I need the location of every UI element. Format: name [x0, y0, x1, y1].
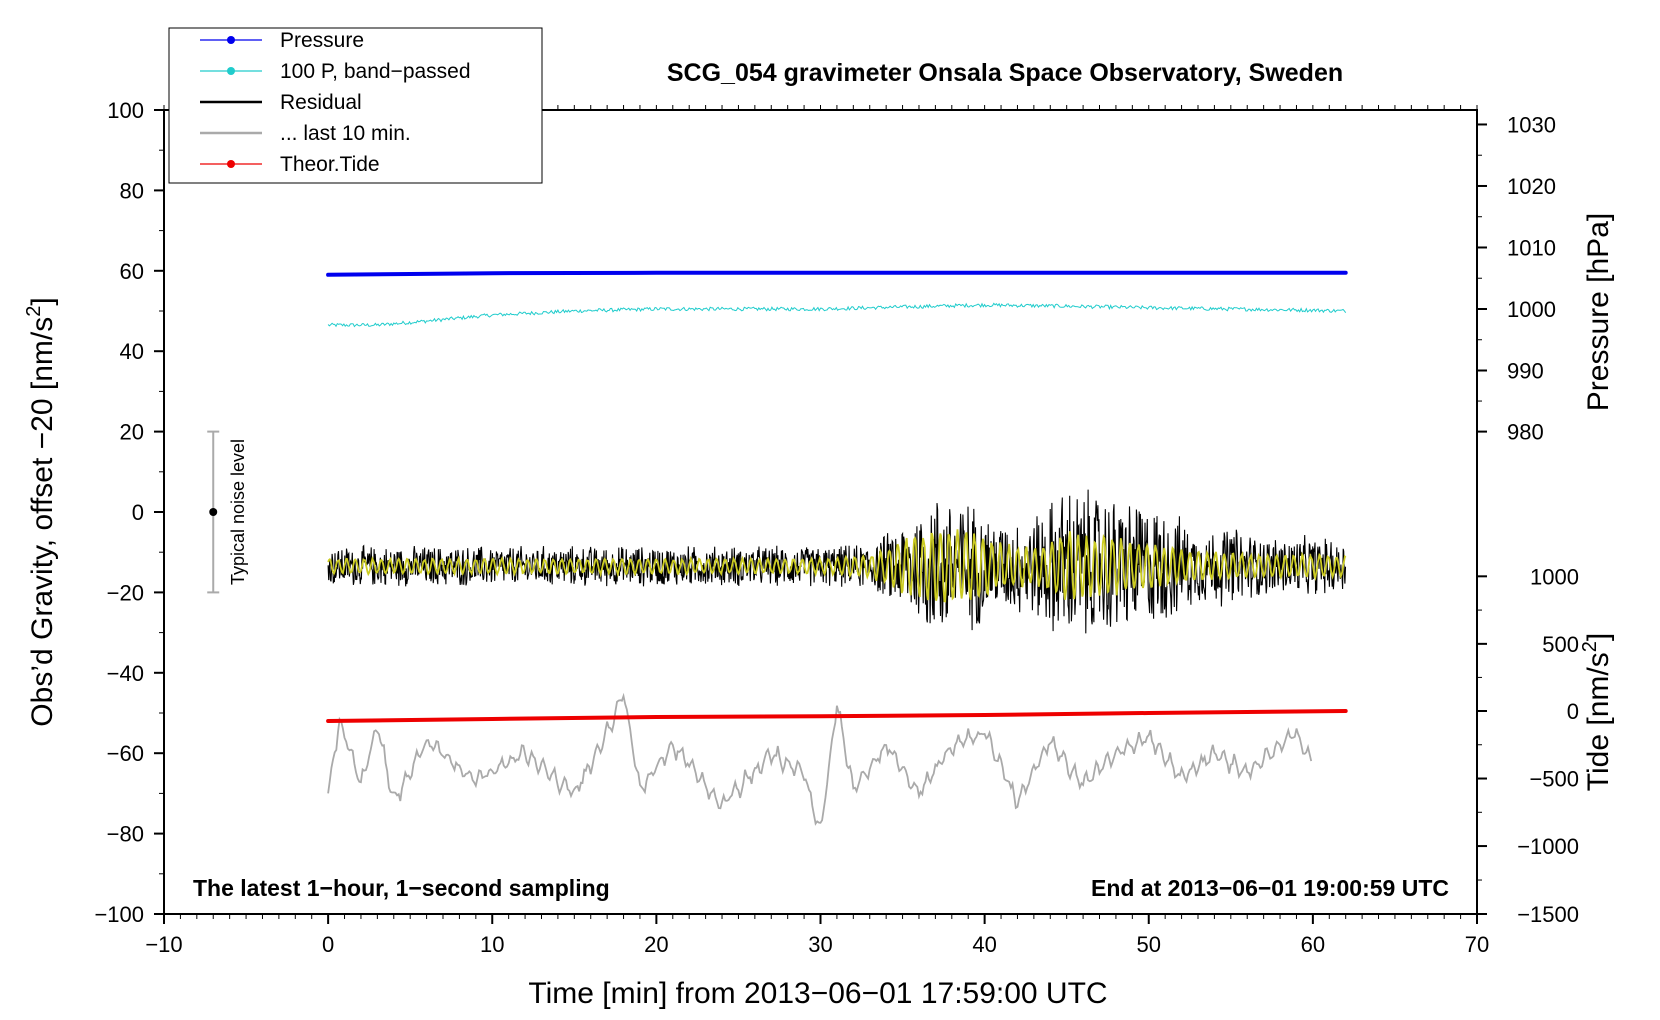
tide-tick-label: 0 — [1567, 699, 1579, 724]
noise-label: Typical noise level — [228, 439, 248, 585]
chart-title: SCG_054 gravimeter Onsala Space Observat… — [667, 59, 1343, 87]
x-tick-label: 60 — [1301, 932, 1325, 957]
note-sampling: The latest 1−hour, 1−second sampling — [193, 875, 610, 901]
legend-marker — [227, 36, 235, 44]
y-tick-label: 40 — [120, 339, 144, 364]
tide-tick-label: −500 — [1529, 767, 1579, 792]
y-axis-tide: −1500 −1000 −500 0 500 1000 — [1477, 564, 1579, 927]
y-tick-label: 20 — [120, 420, 144, 445]
legend-label: ... last 10 min. — [280, 122, 411, 145]
tide-tick-label: 1000 — [1530, 564, 1579, 589]
noise-indicator: Typical noise level — [207, 430, 248, 594]
legend: Pressure 100 P, band−passed Residual ... la… — [168, 27, 543, 184]
legend-label: Residual — [280, 91, 362, 114]
legend-label: Pressure — [280, 29, 364, 52]
series-pressure — [326, 270, 1348, 277]
plot-frame — [163, 109, 1478, 915]
pressure-tick-label: 1010 — [1507, 235, 1556, 260]
x-tick-label: 40 — [972, 932, 996, 957]
pressure-tick-label: 1000 — [1507, 297, 1556, 322]
y-tick-label: 80 — [120, 178, 144, 203]
tide-tick-label: −1000 — [1517, 834, 1579, 859]
x-tick-label: 70 — [1465, 932, 1489, 957]
tide-tick-label: −1500 — [1517, 902, 1579, 927]
y-tick-label: −40 — [107, 661, 144, 686]
y-tick-label: 0 — [132, 500, 144, 525]
x-tick-label: 10 — [480, 932, 504, 957]
y-axis-gravity: −100 −80 −60 −40 −20 0 20 40 60 80 100 — [94, 98, 164, 927]
x-tick-label: 50 — [1137, 932, 1161, 957]
x-axis-label: Time [min] from 2013−06−01 17:59:00 UTC — [528, 977, 1107, 1010]
y-axis-label-gravity: Obs’d Gravity, offset −20 [nm/s2] — [23, 297, 59, 726]
x-tick-label: 20 — [644, 932, 668, 957]
pressure-tick-label: 1020 — [1507, 174, 1556, 199]
y-tick-label: 60 — [120, 259, 144, 284]
x-tick-label: 0 — [322, 932, 334, 957]
legend-marker — [227, 160, 235, 168]
series-residual-filtered — [327, 529, 1347, 603]
y-tick-label: −20 — [107, 580, 144, 605]
y-axis-label-tide: Tide [nm/s2] — [1579, 633, 1615, 791]
series-last-10-min — [327, 692, 1313, 826]
pressure-tick-label: 980 — [1507, 420, 1544, 445]
legend-label: 100 P, band−passed — [280, 60, 471, 83]
x-tick-label: 30 — [808, 932, 832, 957]
tide-tick-label: 500 — [1542, 632, 1579, 657]
noise-dot — [209, 508, 218, 516]
pressure-tick-label: 1030 — [1507, 112, 1556, 137]
x-tick-label: −10 — [145, 932, 182, 957]
y-axis-pressure: 980 990 1000 1010 1020 1030 — [1477, 112, 1556, 445]
series-theor-tide — [326, 709, 1348, 723]
y-tick-label: −60 — [107, 741, 144, 766]
legend-label: Theor.Tide — [280, 153, 380, 176]
y-axis-label-pressure: Pressure [hPa] — [1582, 213, 1615, 411]
y-tick-label: 100 — [107, 98, 144, 123]
note-end-time: End at 2013−06−01 19:00:59 UTC — [1091, 875, 1449, 901]
y-tick-label: −80 — [107, 822, 144, 847]
x-axis: −10 0 10 20 30 40 50 60 70 — [145, 105, 1489, 957]
legend-marker — [227, 67, 235, 75]
series-100-p-band-passed — [327, 302, 1347, 328]
pressure-tick-label: 990 — [1507, 358, 1544, 383]
y-tick-label: −100 — [94, 902, 144, 927]
legend-box — [168, 27, 543, 184]
series-layer — [326, 270, 1348, 826]
